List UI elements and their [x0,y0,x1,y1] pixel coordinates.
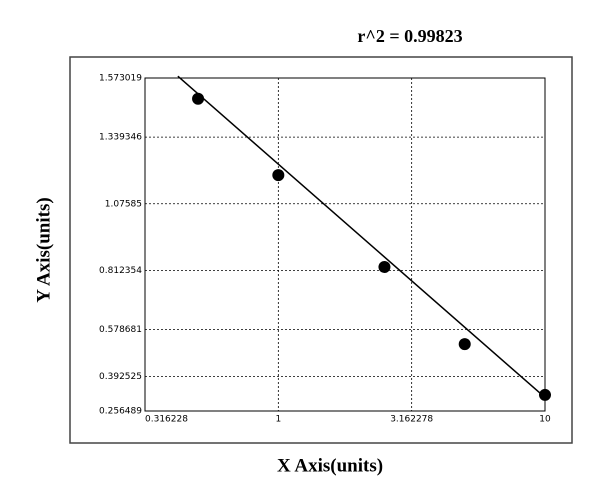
x-tick-label: 3.162278 [390,415,433,425]
y-tick-label: 1.573019 [99,74,142,84]
chart-title: r^2 = 0.99823 [357,26,462,46]
y-tick-label: 0.812354 [99,266,142,276]
data-point [272,169,285,182]
data-point [458,338,471,351]
y-tick-label: 0.392525 [99,372,142,382]
plot-area [144,77,546,412]
y-tick-label: 1.339346 [99,133,142,143]
data-point [378,260,391,273]
y-tick-label: 0.578681 [99,325,142,335]
y-tick-label: 1.07585 [105,199,142,209]
fit-line [177,75,546,399]
y-tick-label: 0.256489 [99,407,142,417]
x-axis-label: X Axis(units) [277,455,383,476]
x-tick-label: 0.316228 [145,415,188,425]
x-tick-label: 10 [539,415,551,425]
y-axis-label: Y Axis(units) [33,197,54,302]
data-point [539,388,551,401]
x-tick-label: 1 [275,415,281,425]
data-point [192,92,205,105]
